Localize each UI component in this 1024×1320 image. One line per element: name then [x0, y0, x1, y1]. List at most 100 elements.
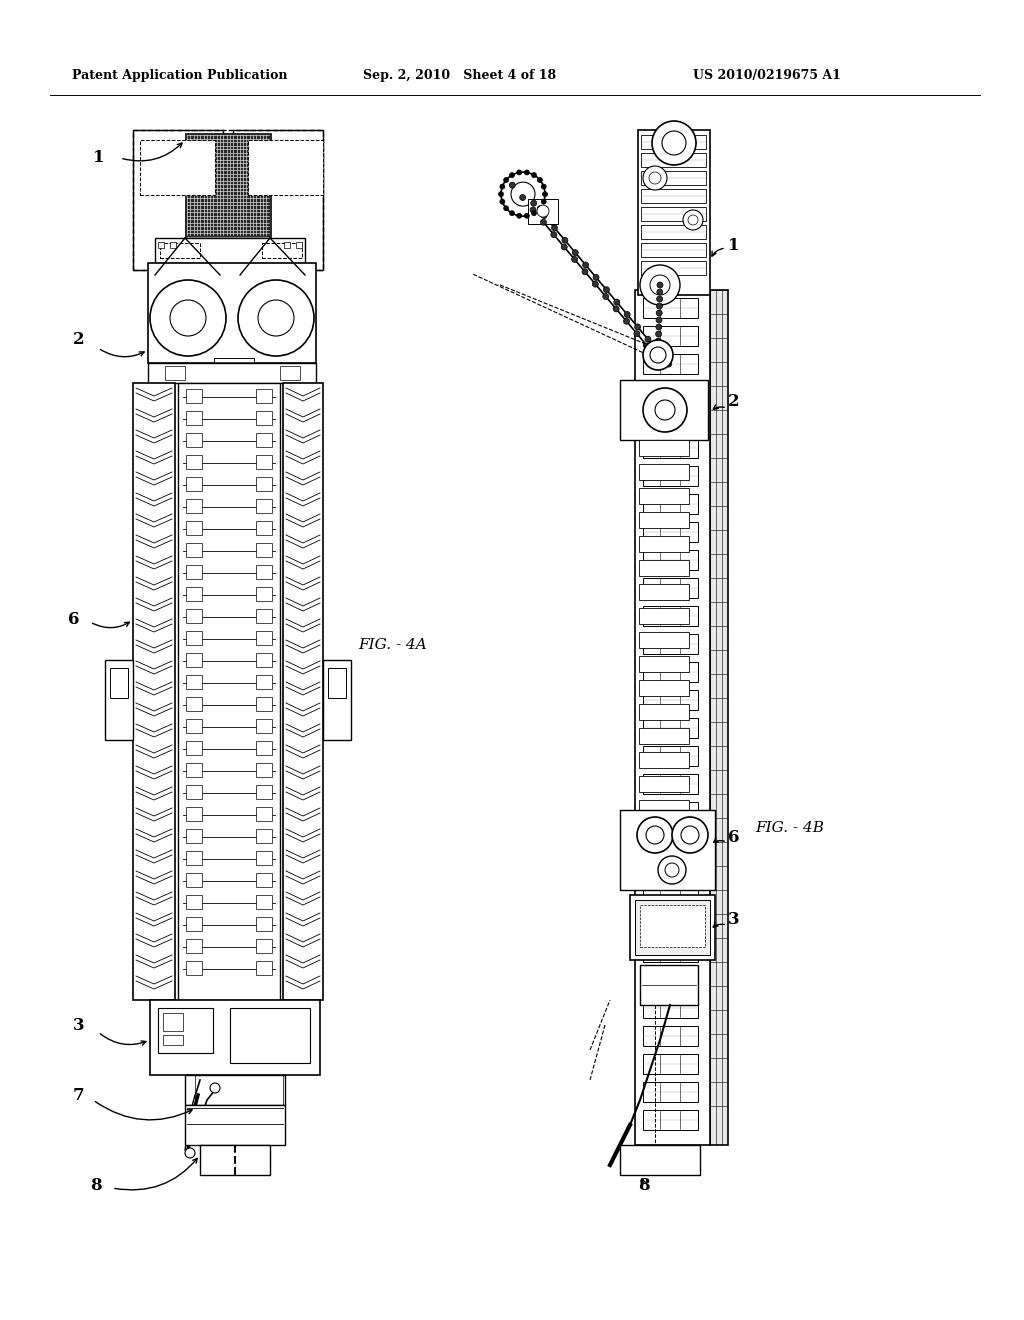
Bar — [186, 961, 202, 975]
Text: 1: 1 — [93, 149, 104, 166]
Circle shape — [561, 244, 567, 249]
Circle shape — [509, 182, 515, 189]
Bar — [620, 810, 715, 890]
Bar — [256, 521, 272, 535]
Bar — [643, 858, 698, 878]
Circle shape — [650, 347, 666, 363]
Text: 6: 6 — [68, 611, 80, 628]
Bar — [256, 895, 272, 909]
Circle shape — [530, 207, 536, 213]
Bar — [643, 970, 698, 990]
Circle shape — [624, 318, 630, 325]
Circle shape — [510, 211, 514, 215]
Circle shape — [150, 280, 226, 356]
Bar — [641, 261, 706, 275]
Bar — [165, 366, 185, 380]
Bar — [639, 488, 689, 504]
Bar — [256, 763, 272, 777]
Bar — [233, 129, 323, 271]
Circle shape — [657, 282, 663, 288]
Bar — [186, 675, 202, 689]
Bar — [256, 565, 272, 579]
Bar — [635, 900, 710, 954]
Circle shape — [662, 131, 686, 154]
Bar — [639, 583, 689, 601]
Circle shape — [542, 183, 546, 189]
Bar — [283, 383, 323, 1001]
Circle shape — [681, 826, 699, 843]
Bar — [256, 433, 272, 447]
Bar — [186, 587, 202, 601]
Bar — [110, 668, 128, 698]
Text: Sep. 2, 2010   Sheet 4 of 18: Sep. 2, 2010 Sheet 4 of 18 — [362, 69, 556, 82]
Bar — [630, 895, 715, 960]
Circle shape — [652, 121, 696, 165]
Bar — [643, 411, 698, 430]
Bar — [643, 1026, 698, 1045]
Bar — [186, 851, 202, 865]
Bar — [230, 1008, 310, 1063]
Bar — [639, 536, 689, 552]
Bar — [643, 381, 698, 403]
Bar — [284, 242, 290, 248]
Bar — [186, 411, 202, 425]
Circle shape — [655, 345, 662, 351]
Circle shape — [541, 213, 547, 219]
Circle shape — [572, 249, 579, 256]
Bar — [710, 290, 728, 1144]
Bar — [186, 565, 202, 579]
Circle shape — [603, 286, 609, 293]
Bar — [140, 140, 215, 195]
Circle shape — [672, 817, 708, 853]
Circle shape — [531, 173, 537, 178]
Bar — [256, 587, 272, 601]
Bar — [186, 631, 202, 645]
Bar — [256, 785, 272, 799]
Bar — [620, 380, 708, 440]
Circle shape — [504, 177, 509, 182]
Circle shape — [666, 360, 672, 367]
Bar — [641, 207, 706, 220]
Bar — [643, 774, 698, 795]
Bar — [256, 719, 272, 733]
Bar — [155, 238, 305, 263]
Bar — [639, 800, 689, 816]
Bar — [643, 298, 698, 318]
Bar — [256, 873, 272, 887]
Circle shape — [258, 300, 294, 337]
Circle shape — [170, 300, 206, 337]
Bar — [186, 917, 202, 931]
Bar — [643, 521, 698, 543]
Bar — [641, 153, 706, 168]
Bar — [643, 578, 698, 598]
Bar — [186, 829, 202, 843]
Circle shape — [655, 338, 662, 345]
Circle shape — [688, 215, 698, 224]
Circle shape — [649, 172, 662, 183]
Bar — [643, 913, 698, 935]
Bar — [643, 550, 698, 570]
Circle shape — [541, 219, 547, 226]
Bar — [256, 939, 272, 953]
Circle shape — [530, 201, 537, 206]
Bar — [643, 942, 698, 962]
Circle shape — [551, 231, 557, 238]
Circle shape — [552, 224, 557, 231]
Bar — [256, 455, 272, 469]
Circle shape — [658, 855, 686, 884]
Circle shape — [643, 341, 673, 370]
Bar — [256, 477, 272, 491]
Circle shape — [650, 275, 670, 294]
Bar — [256, 829, 272, 843]
Circle shape — [640, 265, 680, 305]
Bar — [639, 440, 689, 455]
Circle shape — [510, 173, 514, 178]
Bar — [256, 807, 272, 821]
Circle shape — [543, 191, 548, 197]
Bar — [256, 499, 272, 513]
Bar — [643, 1110, 698, 1130]
Circle shape — [210, 1082, 220, 1093]
Bar — [148, 263, 316, 363]
Circle shape — [683, 210, 703, 230]
Bar — [639, 776, 689, 792]
